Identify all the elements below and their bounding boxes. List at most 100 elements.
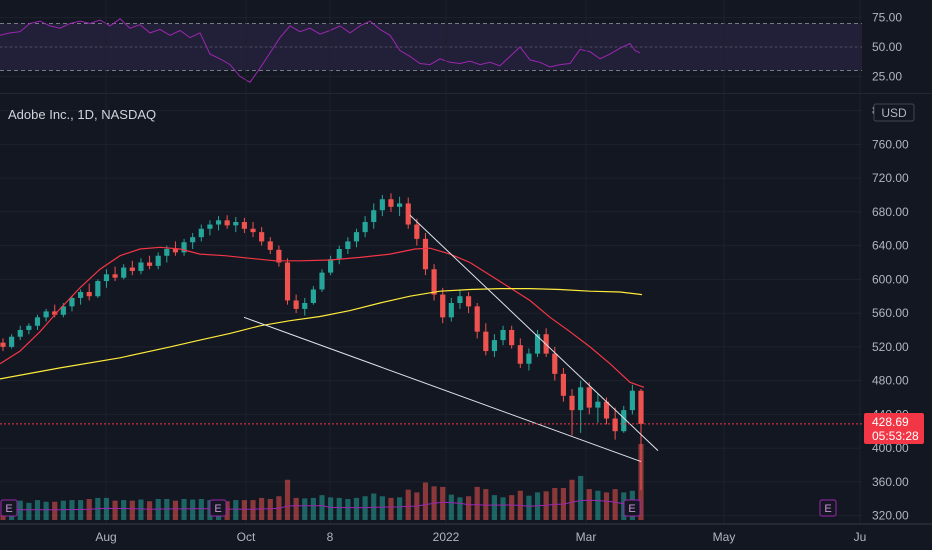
candle-body bbox=[621, 410, 627, 432]
volume-bar bbox=[241, 500, 247, 520]
volume-ma-line bbox=[2, 498, 642, 511]
time-tick-label: Aug bbox=[95, 530, 116, 544]
price-tick-label: 480.00 bbox=[872, 374, 909, 388]
volume-bar bbox=[60, 500, 66, 520]
price-tick-label: 600.00 bbox=[872, 272, 909, 286]
volume-bar bbox=[267, 499, 273, 520]
candle-body bbox=[172, 248, 179, 253]
time-tick-label: May bbox=[713, 530, 736, 544]
candle-body bbox=[138, 262, 144, 271]
candle-body bbox=[500, 329, 506, 341]
earnings-marker-label: E bbox=[824, 503, 831, 515]
time-axis[interactable]: Aug Oct 8 2022 Mar May Ju bbox=[0, 523, 932, 544]
volume-bar bbox=[103, 497, 110, 520]
candle-body bbox=[215, 220, 222, 225]
candle-body bbox=[9, 336, 15, 347]
volume-bar bbox=[457, 497, 463, 520]
volume-bar bbox=[603, 492, 610, 520]
trend-lines[interactable] bbox=[243, 214, 659, 463]
candle-body bbox=[259, 232, 265, 242]
earnings-marker-label: E bbox=[628, 503, 635, 515]
volume-bar bbox=[233, 500, 239, 520]
earnings-marker-box bbox=[623, 499, 641, 517]
candle-body bbox=[17, 329, 23, 337]
candle-body bbox=[345, 241, 351, 249]
volume-bar bbox=[422, 482, 429, 520]
price-tick-label: 760.00 bbox=[872, 137, 909, 151]
candle-body bbox=[0, 342, 6, 347]
price-pane[interactable]: E E E E Adobe Inc., 1D, NASDAQ bbox=[0, 0, 862, 524]
volume-bar bbox=[328, 497, 334, 520]
rsi-tick-label: 25.00 bbox=[872, 69, 902, 83]
trend-line[interactable] bbox=[243, 316, 642, 463]
volume-bar bbox=[578, 475, 584, 520]
volume-bar bbox=[284, 479, 291, 520]
earnings-markers[interactable]: E E EE bbox=[0, 499, 837, 517]
candle-body bbox=[276, 249, 282, 263]
candle-body bbox=[319, 272, 325, 290]
candle-body bbox=[336, 248, 342, 260]
candle-body bbox=[310, 289, 316, 303]
earnings-marker[interactable]: E bbox=[623, 499, 641, 517]
earnings-marker[interactable]: E bbox=[819, 499, 837, 517]
price-tick-label: 640.00 bbox=[872, 239, 909, 253]
trend-line[interactable] bbox=[409, 214, 659, 451]
rsi-tick-label: 50.00 bbox=[872, 40, 902, 54]
rsi-pane[interactable]: 75.00 50.00 25.00 bbox=[0, 11, 902, 84]
volume-bar bbox=[569, 479, 575, 520]
candle-body bbox=[414, 224, 420, 239]
volume-bar bbox=[302, 498, 308, 520]
candle-body bbox=[129, 267, 135, 271]
candle-body bbox=[302, 302, 308, 309]
volume-bar bbox=[319, 495, 325, 520]
earnings-marker-box bbox=[209, 499, 227, 517]
volume-bar bbox=[172, 500, 179, 520]
price-grid bbox=[0, 0, 862, 524]
candle-body bbox=[397, 203, 403, 207]
candle-body bbox=[362, 222, 368, 233]
volume-bar bbox=[509, 495, 515, 520]
candle-body bbox=[431, 269, 437, 295]
price-axis-bg bbox=[862, 98, 932, 524]
candle-body bbox=[267, 241, 273, 250]
candle-body bbox=[560, 373, 566, 396]
candle-body bbox=[60, 306, 66, 315]
volume-bar bbox=[586, 489, 592, 520]
volume-bar bbox=[17, 500, 23, 520]
price-tick-label: 520.00 bbox=[872, 340, 909, 354]
candle-body bbox=[422, 238, 429, 270]
volume-bar bbox=[112, 500, 118, 520]
price-axis[interactable]: 800.00760.00720.00680.00640.00600.00560.… bbox=[862, 98, 932, 524]
candle-body bbox=[379, 199, 385, 211]
candle-body bbox=[405, 203, 411, 225]
volume-bar bbox=[353, 497, 360, 520]
pane-gap bbox=[0, 94, 932, 98]
candle-body bbox=[224, 220, 230, 226]
candle-body bbox=[569, 395, 575, 411]
candle-body bbox=[586, 387, 592, 408]
time-tick-label: 2022 bbox=[433, 530, 460, 544]
volume-bar bbox=[164, 499, 170, 520]
time-tick-label: Oct bbox=[237, 530, 256, 544]
price-tick-label: 400.00 bbox=[872, 441, 909, 455]
currency-label: USD bbox=[881, 106, 907, 120]
volume-bar bbox=[448, 494, 454, 520]
earnings-marker[interactable]: E bbox=[209, 499, 227, 517]
candle-body bbox=[603, 401, 610, 419]
earnings-marker-label: E bbox=[5, 503, 12, 515]
candle-body bbox=[448, 302, 454, 318]
earnings-marker[interactable]: E bbox=[0, 499, 18, 517]
time-tick-label: Ju bbox=[854, 530, 867, 544]
candle-body bbox=[638, 390, 644, 424]
candle-body bbox=[371, 210, 377, 223]
volume-bar bbox=[138, 499, 144, 520]
candle-body bbox=[164, 248, 170, 256]
candle-body bbox=[578, 387, 584, 411]
currency-badge[interactable] bbox=[873, 103, 915, 122]
time-tick-label: Mar bbox=[576, 530, 597, 544]
volume-bar bbox=[43, 501, 49, 520]
candle-body bbox=[52, 311, 58, 315]
candle-body bbox=[43, 311, 49, 318]
candle-body bbox=[121, 267, 127, 278]
